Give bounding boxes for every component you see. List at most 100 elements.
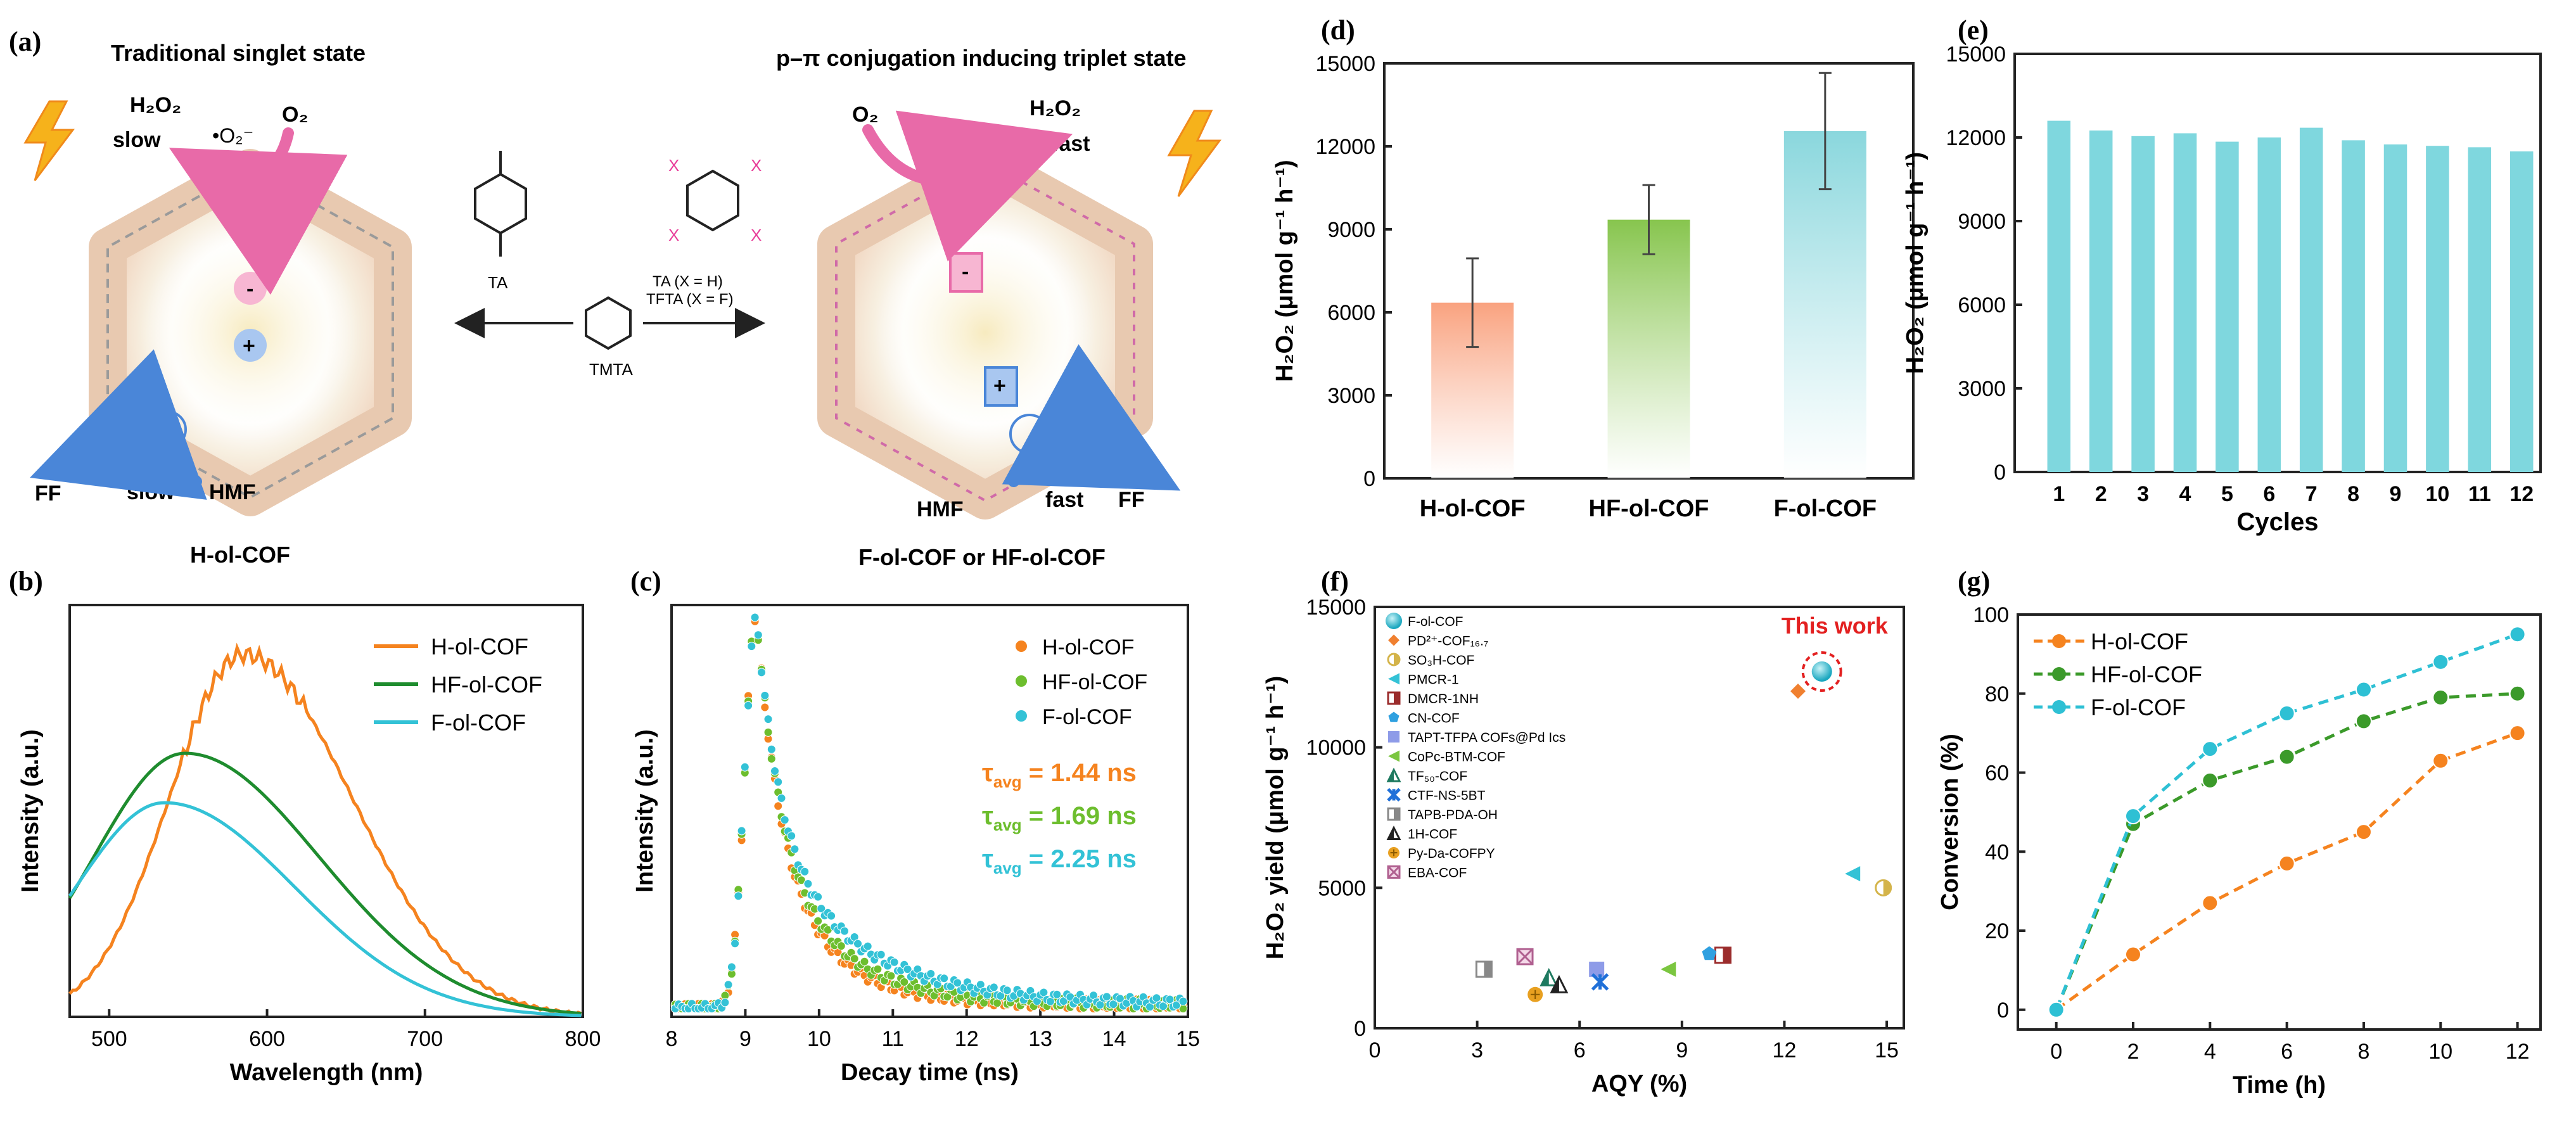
chart-c-point [1178,997,1188,1006]
chart-f-legend-label: TAPT-TFPA COFs@Pd Ics [1408,730,1565,745]
chart-c-point [1102,992,1111,1002]
chart-f-xtick-label: 0 [1369,1038,1381,1062]
panel-label-e: (e) [1958,15,1989,46]
chart-e-xtick-label: 11 [2468,482,2491,506]
chart-f-legend-marker [1388,847,1400,858]
chart-f-legend-marker [1387,807,1401,821]
chart-f-annotation: This work [1782,613,1889,639]
chart-g-point [2124,946,2141,963]
chart-g-legend-label: HF-ol-COF [2091,661,2202,687]
chart-c-point [730,939,740,948]
chart-d-category-label: F-ol-COF [1774,495,1877,522]
chart-f-ytick-label: 10000 [1306,736,1366,760]
chart-e-ytick-label: 3000 [1958,377,2006,401]
chart-c-point [770,767,779,775]
chart-g-xtick-label: 10 [2428,1040,2452,1064]
chart-b-legend-label: HF-ol-COF [431,672,542,698]
chart-c-point [796,876,806,885]
chart-e-xtick-label: 6 [2263,482,2275,506]
chart-e-xlabel: Cycles [2237,508,2319,536]
chart-g-legend-marker [2052,634,2066,648]
chart-c-point [940,974,949,983]
chart-e-bar-cycle-3 [2131,136,2155,473]
chart-c-point [720,998,730,1007]
chart-g-point [2278,704,2295,722]
chart-e-ylabel: H₂O₂ (μmol g⁻¹ h⁻¹) [1902,152,1929,374]
panel-label-c: (c) [630,566,661,597]
chart-c-point [873,964,883,974]
chart-e-xtick-label: 12 [2509,482,2534,506]
chart-f-legend-label: TAPB-PDA-OH [1408,808,1498,822]
right-fast-top: fast [1052,132,1090,156]
chart-d-category-label: HF-ol-COF [1589,495,1709,522]
chart-g-xtick-label: 0 [2050,1040,2062,1064]
left-slow-top: slow [113,128,161,152]
chart-c-legend-marker [1016,675,1027,687]
chart-c-xlabel: Decay time (ns) [841,1059,1019,1086]
label-tfta-x: TFTA (X = F) [646,291,734,308]
chart-e-ytick-label: 12000 [1946,126,2006,150]
chart-e-xtick-label: 5 [2221,482,2233,506]
chart-c-point [734,891,743,901]
svg-text:-: - [246,277,253,301]
chart-e-bar-cycle-10 [2426,146,2449,472]
chart-c-point [777,793,786,803]
chart-c-xtick-label: 9 [739,1027,751,1051]
chart-c-point [767,754,776,763]
chart-b-series-line-F-ol-COF [68,801,582,1017]
right-hmf-arrow [1002,344,1181,491]
chart-d-ylabel: H₂O₂ (μmol g⁻¹ h⁻¹) [1272,160,1298,381]
chart-b-xtick-label: 800 [565,1027,601,1051]
chart-g-legend-label: F-ol-COF [2091,694,2186,720]
chart-b-series-line-HF-ol-COF [68,751,582,1016]
chart-f-point-13-x [1516,948,1534,966]
chart-c-point [989,983,998,992]
right-h2o2: H₂O₂ [1030,96,1081,120]
chart-b-xlabel: Wavelength (nm) [230,1059,423,1086]
chart-f-legend-marker [1388,673,1400,685]
chart-c-point [760,703,770,712]
chart-g-ytick-label: 100 [1973,603,2009,627]
svg-text:X: X [668,226,679,245]
chart-f-legend-marker-fill [1394,808,1400,820]
chart-f-legend-marker-fill [1394,692,1400,704]
chart-f-xtick-label: 15 [1875,1038,1899,1062]
chart-g-point [2432,689,2449,706]
chart-c-point [1052,990,1062,999]
chart-f-xtick-label: 6 [1574,1038,1586,1062]
chart-f-legend-label: Py-Da-COFPY [1408,846,1495,861]
chart-c-xtick-label: 8 [666,1027,678,1051]
chart-f-legend-marker [1386,767,1401,782]
right-caption: F-ol-COF or HF-ol-COF [858,544,1106,570]
chart-e-xtick-label: 4 [2179,482,2191,506]
left-hmf-arrow [30,349,207,500]
chart-f-legend-marker [1388,711,1400,722]
chart-g-point [2202,741,2219,758]
right-lightning-icon [1167,110,1221,197]
chart-c-ylabel: Intensity (a.u.) [632,729,658,893]
chart-c-point [763,715,773,724]
chart-e-bar-cycle-8 [2342,140,2365,472]
chart-e-xtick-label: 7 [2305,482,2318,506]
left-slow-bottom: slow [127,480,175,504]
chart-g-point [2355,713,2372,730]
chart-d-ytick-label: 9000 [1327,218,1375,242]
chart-f-legend-label: F-ol-COF [1408,615,1463,629]
chart-f-point-3 [1845,866,1861,882]
chart-f-legend-label: TF₅₀-COF [1408,769,1467,784]
chart-c-xtick-label: 12 [955,1027,979,1051]
chart-c-point [889,957,899,967]
chart-d-ytick-label: 12000 [1315,135,1375,159]
chart-g-axes-frame [2017,613,2542,1031]
chart-b-legend-label: F-ol-COF [431,710,526,736]
chart-b-xtick-label: 500 [91,1027,127,1051]
chart-f-xtick-label: 12 [1773,1038,1797,1062]
chart-e-xtick-label: 10 [2425,482,2449,506]
chart-c-point [813,892,823,902]
chart-e-bar-cycle-1 [2047,120,2071,473]
chart-e-cycles: 0 3000 6000 9000 12000 15000 H₂O₂ (μmol g⁻¹ h⁻… [1902,42,2542,536]
chart-g-xlabel: Time (h) [2233,1072,2326,1099]
chart-g-legend-marker [2052,700,2066,714]
chart-f-legend-label: PD²⁺-COF₁₆.₇ [1408,634,1488,649]
chart-e-bar-cycle-4 [2173,133,2197,472]
